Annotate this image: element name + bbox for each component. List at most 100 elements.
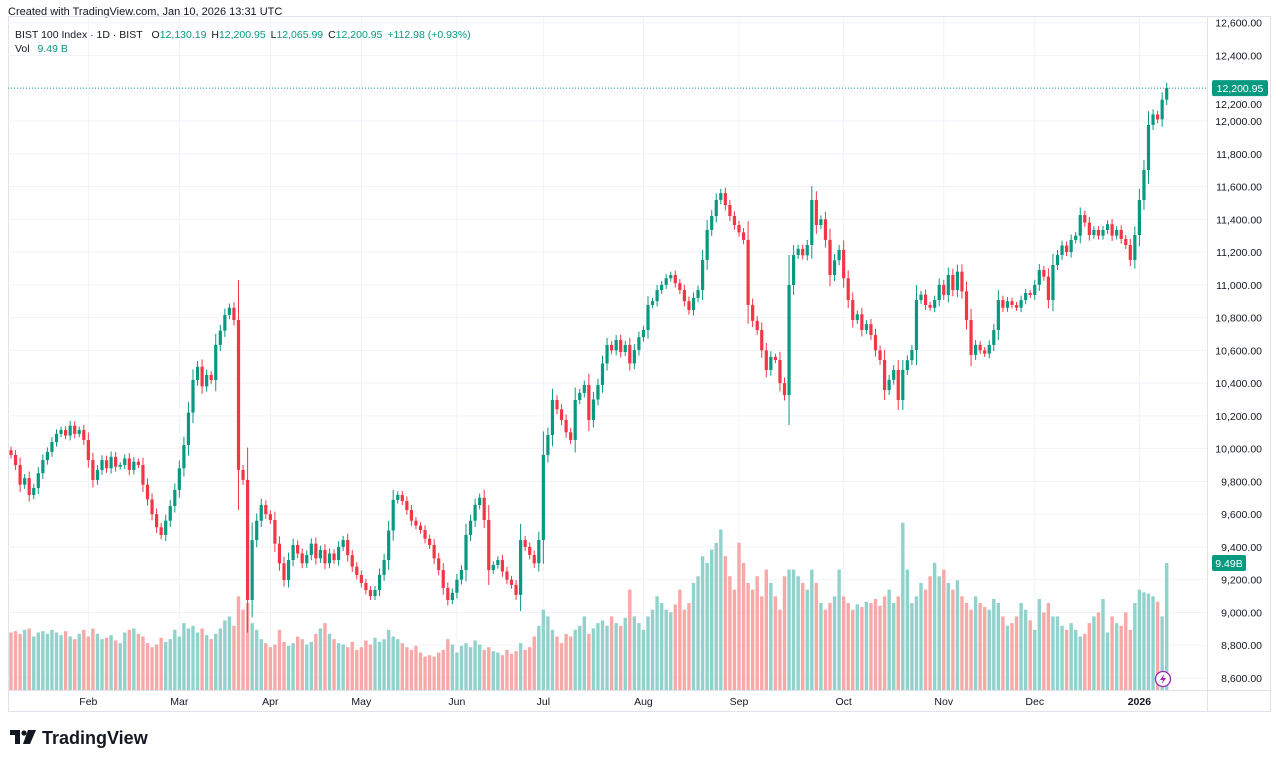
volume-bar bbox=[864, 601, 869, 690]
volume-bar bbox=[550, 629, 555, 690]
candle-body bbox=[246, 479, 250, 601]
volume-bar bbox=[104, 637, 109, 690]
candle-body bbox=[910, 350, 914, 361]
candle-body bbox=[1165, 88, 1169, 100]
volume-bar bbox=[1028, 620, 1032, 690]
volume-bar bbox=[437, 652, 441, 690]
candle-body bbox=[50, 442, 54, 452]
volume-bar bbox=[1142, 592, 1146, 690]
candle-body bbox=[464, 534, 468, 571]
volume-bar bbox=[41, 631, 45, 690]
volume-bar bbox=[1060, 625, 1064, 690]
volume-bar bbox=[1087, 623, 1092, 690]
volume-bar bbox=[282, 641, 286, 690]
tradingview-logo[interactable]: TradingView bbox=[10, 728, 148, 749]
volume-bar bbox=[141, 636, 145, 690]
price-tick-label: 12,200.00 bbox=[1215, 99, 1262, 111]
candle-body bbox=[751, 304, 755, 321]
volume-bar bbox=[386, 629, 391, 690]
volume-bar bbox=[154, 644, 159, 690]
volume-bar bbox=[1078, 636, 1082, 690]
chart-frame bbox=[8, 16, 1271, 712]
volume-bar bbox=[309, 641, 313, 690]
candle-body bbox=[296, 544, 300, 554]
candle-body bbox=[978, 344, 982, 351]
candle-body bbox=[969, 320, 973, 355]
candle-body bbox=[832, 260, 837, 275]
time-tick-label: Sep bbox=[730, 696, 749, 708]
volume-bar bbox=[36, 632, 40, 690]
candle-body bbox=[923, 294, 928, 305]
volume-bar bbox=[964, 603, 969, 690]
candle-body bbox=[596, 384, 600, 400]
candle-body bbox=[337, 546, 341, 561]
volume-bar bbox=[364, 640, 368, 690]
candle-body bbox=[387, 530, 391, 561]
volume-bar bbox=[59, 635, 63, 690]
volume-label[interactable]: Vol bbox=[15, 43, 30, 55]
volume-bar bbox=[1042, 612, 1046, 690]
candle-body bbox=[869, 324, 873, 335]
volume-bar bbox=[1010, 623, 1014, 690]
volume-bar bbox=[1033, 629, 1037, 690]
time-tick-label: 2026 bbox=[1128, 696, 1152, 708]
volume-bar bbox=[1151, 596, 1155, 690]
volume-bar bbox=[673, 604, 677, 690]
candle-body bbox=[641, 330, 646, 338]
candle-body bbox=[555, 399, 559, 410]
volume-bar bbox=[182, 623, 186, 690]
volume-bar bbox=[1005, 625, 1010, 690]
symbol-name[interactable]: BIST 100 Index · 1D · BIST bbox=[15, 29, 143, 41]
volume-bar bbox=[1064, 629, 1069, 690]
candle-body bbox=[541, 455, 545, 541]
volume-bar bbox=[323, 623, 327, 690]
volume-bar bbox=[487, 647, 491, 690]
price-tick-label: 9,400.00 bbox=[1221, 542, 1262, 554]
candle-body bbox=[823, 219, 828, 240]
candle-body bbox=[1046, 276, 1050, 301]
volume-bar bbox=[905, 569, 910, 690]
volume-bar bbox=[896, 596, 900, 690]
candle-body bbox=[400, 495, 404, 502]
volume-bar bbox=[710, 549, 714, 690]
candle-body bbox=[1101, 229, 1105, 236]
volume-bar bbox=[928, 576, 932, 690]
candle-body bbox=[232, 307, 236, 321]
volume-bar bbox=[446, 639, 450, 690]
candle-body bbox=[714, 199, 718, 217]
volume-bar bbox=[359, 647, 364, 690]
candle-body bbox=[482, 497, 486, 521]
volume-bar bbox=[459, 645, 464, 690]
candle-body bbox=[960, 271, 964, 292]
volume-bar bbox=[291, 643, 295, 690]
volume-bar bbox=[314, 633, 318, 690]
volume-bar bbox=[828, 603, 832, 690]
candle-body bbox=[842, 249, 846, 279]
volume-bar bbox=[473, 640, 477, 690]
volume-bar bbox=[637, 623, 641, 690]
lightning-icon[interactable] bbox=[1154, 670, 1172, 688]
volume-bar bbox=[505, 649, 509, 690]
candle-body bbox=[851, 300, 855, 321]
candle-body bbox=[1055, 255, 1060, 265]
volume-bar bbox=[996, 603, 1001, 690]
candle-body bbox=[450, 592, 454, 601]
volume-bar bbox=[628, 589, 632, 690]
volume-bar bbox=[268, 647, 273, 690]
candle-body bbox=[1092, 229, 1096, 236]
candle-body bbox=[814, 199, 818, 226]
volume-bar bbox=[355, 649, 359, 690]
candle-body bbox=[341, 540, 345, 547]
volume-bar bbox=[737, 542, 741, 690]
volume-bar bbox=[245, 603, 250, 690]
volume-bar bbox=[923, 589, 928, 690]
volume-bar bbox=[1119, 625, 1123, 690]
volume-bar bbox=[951, 589, 955, 690]
volume-bar bbox=[9, 632, 13, 690]
candle-body bbox=[186, 412, 191, 446]
candle-body bbox=[846, 278, 850, 301]
volume-bar bbox=[769, 582, 773, 690]
volume-bar bbox=[432, 656, 436, 690]
candle-body bbox=[218, 330, 222, 345]
